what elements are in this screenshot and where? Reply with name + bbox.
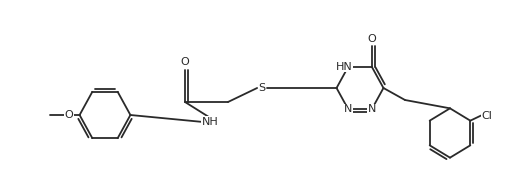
Text: N: N xyxy=(367,104,376,114)
Text: O: O xyxy=(65,110,73,120)
Text: Cl: Cl xyxy=(482,110,492,121)
Text: NH: NH xyxy=(202,117,219,127)
Text: N: N xyxy=(344,104,352,114)
Text: O: O xyxy=(181,57,189,67)
Text: HN: HN xyxy=(336,62,353,72)
Text: S: S xyxy=(259,83,266,93)
Text: O: O xyxy=(367,34,376,44)
